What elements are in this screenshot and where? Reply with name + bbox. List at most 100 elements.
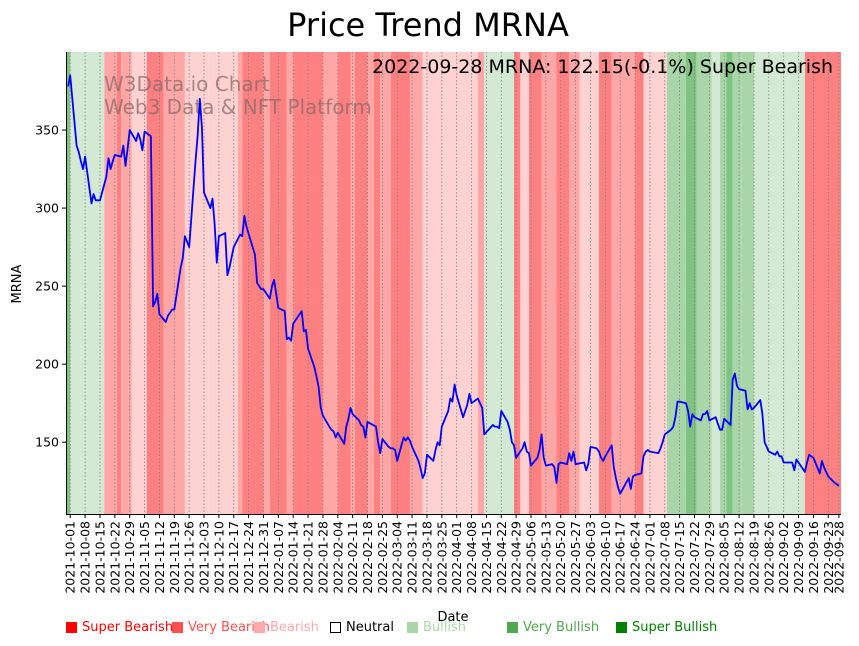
sentiment-band-bearish [121,52,132,514]
x-tick-label: 2021-12-24 [241,521,256,594]
sentiment-band-neutral-bearish [422,52,478,514]
x-tick-label: 2022-08-05 [717,521,732,594]
x-tick-label: 2021-10-15 [92,521,107,594]
sentiment-band-very-bullish-light [696,52,712,514]
sentiment-band-very-bearish [514,52,521,514]
x-tick-label: 2022-04-08 [464,521,479,594]
legend-swatch [616,622,627,633]
legend-item-very-bullish: Very Bullish [507,620,599,635]
sentiment-band-bearish [263,52,270,514]
x-tick-label: 2021-11-19 [167,521,182,594]
legend-swatch [66,622,77,633]
x-tick-label: 2022-06-03 [583,521,598,594]
y-axis-label: MRNA [10,264,25,303]
legend-item-super-bullish: Super Bullish [616,620,717,635]
x-tick-label: 2022-04-15 [479,521,494,594]
sentiment-band-bearish [477,52,485,514]
x-tick-label: 2022-06-17 [613,521,628,594]
legend-label: Neutral [346,620,394,635]
x-tick-label: 2022-02-25 [375,521,390,594]
legend-label: Super Bullish [632,620,718,635]
x-tick-label: 2021-10-22 [107,521,122,594]
x-tick-label: 2022-03-11 [405,521,420,594]
x-tick-label: 2022-01-14 [286,521,301,594]
x-tick-label: 2021-11-26 [182,521,197,594]
legend-label: Bullish [423,620,467,635]
sentiment-band-very-bearish [528,52,542,514]
sentiment-band-neutral-bearish [520,52,529,514]
y-tick-label: 250 [35,279,59,294]
x-tick-label: 2021-12-31 [256,521,271,594]
sentiment-band-very-bullish-light [732,52,742,514]
x-tick-label: 2022-07-15 [672,521,687,594]
sentiment-band-bullish [70,52,105,514]
sentiment-band-bearish [322,52,338,514]
chart-title: Price Trend MRNA [287,6,569,44]
x-tick-label: 2022-09-02 [776,521,791,594]
sentiment-band-bearish [286,52,294,514]
x-tick-label: 2022-04-22 [494,521,509,594]
x-tick-label: 2022-09-09 [791,521,806,594]
sentiment-band-bullish-medium [741,52,754,514]
x-tick-label: 2022-03-18 [419,521,434,594]
x-tick-label: 2022-09-16 [806,521,821,594]
sentiment-band-neutral-bearish [579,52,599,514]
x-ticks: 2021-10-01 2021-10-08 2021-10-15 2021-10-22… [63,514,846,594]
x-tick-label: 2022-09-23 [821,521,836,594]
x-tick-label: 2022-08-12 [732,521,747,594]
sentiment-band-bearish [237,52,243,514]
vertical-gridlines [69,52,840,514]
y-tick-label: 150 [35,435,59,450]
y-ticks: 150 200 250 300 350 [35,123,66,450]
legend-swatch [330,622,341,633]
x-tick-label: 2021-12-10 [211,521,226,594]
legend-item-very-bearish: Very Bearish [172,620,270,635]
y-tick-label: 300 [35,201,59,216]
x-tick-label: 2022-07-29 [702,521,717,594]
sentiment-band-neutral-bearish [643,52,667,514]
x-tick-label: 2022-06-10 [598,521,613,594]
sentiment-band-bullish [711,52,720,514]
legend-swatch [407,622,418,633]
sentiment-band-very-bearish [337,52,351,514]
x-tick-label: 2021-10-29 [122,521,137,594]
x-tick-label: 2022-01-21 [301,521,316,594]
x-tick-label: 2022-03-25 [434,521,449,594]
axes [66,52,841,515]
x-tick-label: 2021-11-05 [137,521,152,594]
price-line [67,74,840,495]
legend-item-neutral: Neutral [330,620,394,635]
sentiment-band-very-bearish [354,52,368,514]
sentiment-band-neutral-bearish [216,52,238,514]
sentiment-band-bearish [569,52,580,514]
x-tick-label: 2021-10-08 [78,521,93,594]
x-tick-label: 2022-05-06 [524,521,539,594]
sentiment-band-bearish [380,52,391,514]
x-tick-label: 2022-07-22 [687,521,702,594]
sentiment-band-bullish [484,52,515,514]
x-tick-label: 2021-12-03 [197,521,212,594]
sentiment-band-very-bearish [804,52,841,514]
sentiment-band-very-bearish [146,52,164,514]
x-tick-label: 2022-05-27 [568,521,583,594]
legend-label: Bearish [270,620,319,635]
sentiment-bands [66,52,841,514]
sentiment-band-very-bearish [242,52,264,514]
sentiment-band-very-bullish-light [719,52,727,514]
sentiment-band-very-bearish [116,52,122,514]
x-tick-label: 2022-04-01 [449,521,464,594]
x-tick-label: 2022-02-18 [360,521,375,594]
x-tick-label: 2022-06-24 [628,521,643,594]
legend-swatch [507,622,518,633]
sentiment-band-bearish [409,52,423,514]
x-tick-label: 2022-01-07 [271,521,286,594]
x-tick-label: 2022-02-04 [330,521,345,594]
sentiment-band-neutral-bearish [131,52,147,514]
sentiment-band-very-bullish [726,52,733,514]
sentiment-band-bearish [611,52,636,514]
x-tick-label: 2022-04-29 [509,521,524,594]
y-tick-label: 200 [35,357,59,372]
x-tick-label: 2022-05-20 [553,521,568,594]
legend-label: Very Bullish [523,620,600,635]
